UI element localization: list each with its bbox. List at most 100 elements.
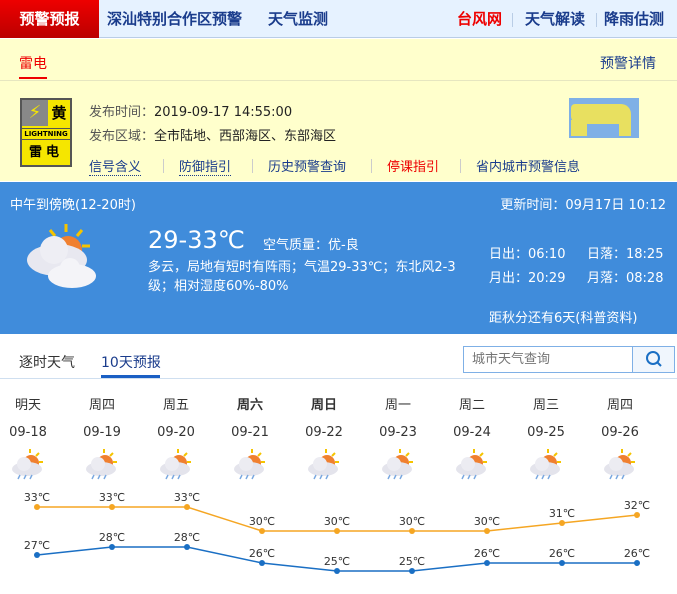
high-temp-point <box>184 504 190 510</box>
divider <box>163 159 164 173</box>
divider <box>0 378 677 379</box>
forecast-day: 周一 09-23 <box>361 394 435 480</box>
low-temp-point <box>34 552 40 558</box>
low-temp-point <box>559 560 565 566</box>
high-temp-label: 30℃ <box>474 515 500 528</box>
low-temp-label: 25℃ <box>399 555 425 568</box>
sun-cloud-rain-icon <box>158 448 194 480</box>
low-temp-label: 26℃ <box>249 547 275 560</box>
divider <box>252 159 253 173</box>
forecast-period: 中午到傍晚(12-20时) <box>10 198 136 213</box>
lightning-yellow-signal-icon: ⚡ 黄 LIGHTNING 雷电 <box>20 98 72 167</box>
nav-brand[interactable]: 预警预报 <box>0 0 99 38</box>
publish-area: 发布区域：全市陆地、西部海区、东部海区 <box>89 129 337 144</box>
high-temp-point <box>484 528 490 534</box>
low-temp-point <box>184 544 190 550</box>
high-temp-label: 33℃ <box>24 491 50 504</box>
tab-hourly[interactable]: 逐时天气 <box>19 355 75 371</box>
high-temp-label: 30℃ <box>324 515 350 528</box>
low-temp-point <box>334 568 340 574</box>
date-label: 09-25 <box>527 425 565 440</box>
tab-underline <box>101 375 160 378</box>
high-temp-label: 30℃ <box>249 515 275 528</box>
forecast-day: 周三 09-25 <box>509 394 583 480</box>
low-temp-point <box>409 568 415 574</box>
high-temp-point <box>34 504 40 510</box>
sun-cloud-rain-icon <box>602 448 638 480</box>
temperature-range: 29-33℃ <box>148 226 245 254</box>
low-temp-label: 26℃ <box>624 547 650 560</box>
partly-cloudy-icon <box>22 222 97 292</box>
date-label: 09-19 <box>83 425 121 440</box>
nav-link-interpret[interactable]: 天气解读 <box>525 10 586 28</box>
high-temp-point <box>559 520 565 526</box>
province-warning-link[interactable]: 省内城市预警信息 <box>476 160 581 175</box>
date-label: 09-22 <box>305 425 343 440</box>
high-temp-point <box>409 528 415 534</box>
tab-underline <box>19 77 47 79</box>
equinox-countdown-link[interactable]: 距秋分还有6天(科普资料) <box>489 311 638 326</box>
forecast-day: 周日 09-22 <box>287 394 361 480</box>
moonrise: 月出：20:29 <box>489 271 566 286</box>
publish-time: 发布时间：2019-09-17 14:55:00 <box>89 105 293 120</box>
forecast-day: 明天 09-18 <box>0 394 65 480</box>
high-temp-label: 33℃ <box>174 491 200 504</box>
nav-link-monitor[interactable]: 天气监测 <box>268 10 329 28</box>
forecast-day: 周五 09-20 <box>139 394 213 480</box>
day-label: 周日 <box>310 398 337 413</box>
search-button[interactable] <box>632 347 674 372</box>
low-temp-point <box>634 560 640 566</box>
city-search-input[interactable] <box>464 347 632 372</box>
day-label: 周三 <box>532 398 559 413</box>
weather-description: 多云，局地有短时有阵雨；气温29-33℃；东北风2-3级；相对湿度60%-80% <box>148 260 456 294</box>
date-label: 09-20 <box>157 425 195 440</box>
forecast-day: 周二 09-24 <box>435 394 509 480</box>
class-suspension-link[interactable]: 停课指引 <box>387 160 440 175</box>
city-search <box>463 346 675 373</box>
sun-cloud-rain-icon <box>528 448 564 480</box>
nav-link-rain[interactable]: 降雨估测 <box>604 10 665 28</box>
low-temp-point <box>109 544 115 550</box>
history-query-link[interactable]: 历史预警查询 <box>268 160 347 175</box>
warning-map-thumbnail[interactable] <box>569 98 639 138</box>
low-temp-point <box>484 560 490 566</box>
divider <box>460 159 461 173</box>
day-label: 周二 <box>458 398 485 413</box>
divider <box>0 80 677 81</box>
temperature-chart: 33℃ 33℃ 33℃ 30℃ 30℃ 30℃ 30℃ 31℃ 32℃ 27℃ 28℃ 28℃ 26℃ 2… <box>24 491 650 574</box>
forecast-day: 周四 09-26 <box>583 394 657 480</box>
sun-cloud-rain-icon <box>306 448 342 480</box>
day-label: 明天 <box>14 398 41 413</box>
signal-meaning-link[interactable]: 信号含义 <box>89 156 142 176</box>
forecast-day: 周六 09-21 <box>213 394 287 480</box>
warning-detail-link[interactable]: 预警详情 <box>600 56 656 72</box>
high-temp-point <box>334 528 340 534</box>
tab-lightning[interactable]: 雷电 <box>19 56 47 72</box>
low-temp-label: 25℃ <box>324 555 350 568</box>
high-temp-point <box>109 504 115 510</box>
day-label: 周六 <box>236 398 263 413</box>
day-label: 周一 <box>384 398 411 413</box>
low-temp-point <box>259 560 265 566</box>
tab-10day[interactable]: 10天预报 <box>101 355 161 371</box>
day-label: 周四 <box>88 398 115 413</box>
divider <box>512 13 513 27</box>
low-temp-label: 28℃ <box>174 531 200 544</box>
date-label: 09-26 <box>601 425 639 440</box>
divider <box>596 13 597 27</box>
day-label: 周四 <box>606 398 633 413</box>
high-temp-label: 31℃ <box>549 507 575 520</box>
current-weather-panel: 中午到傍晚(12-20时) 更新时间：09月17日 10:12 29-33℃ 空… <box>0 182 677 334</box>
sunset: 日落：18:25 <box>587 247 664 262</box>
high-temp-label: 30℃ <box>399 515 425 528</box>
sun-cloud-rain-icon <box>84 448 120 480</box>
low-temp-label: 28℃ <box>99 531 125 544</box>
nav-link-shenshan[interactable]: 深汕特别合作区预警 <box>107 10 243 28</box>
warning-panel: 雷电 预警详情 ⚡ 黄 LIGHTNING 雷电 发布时间：2019-09-17… <box>0 39 677 181</box>
sun-cloud-rain-icon <box>454 448 490 480</box>
defense-guide-link[interactable]: 防御指引 <box>179 156 232 176</box>
forecast-day: 周四 09-19 <box>65 394 139 480</box>
sunrise: 日出：06:10 <box>489 247 566 262</box>
nav-link-typhoon[interactable]: 台风网 <box>457 10 503 28</box>
day-label: 周五 <box>162 398 189 413</box>
